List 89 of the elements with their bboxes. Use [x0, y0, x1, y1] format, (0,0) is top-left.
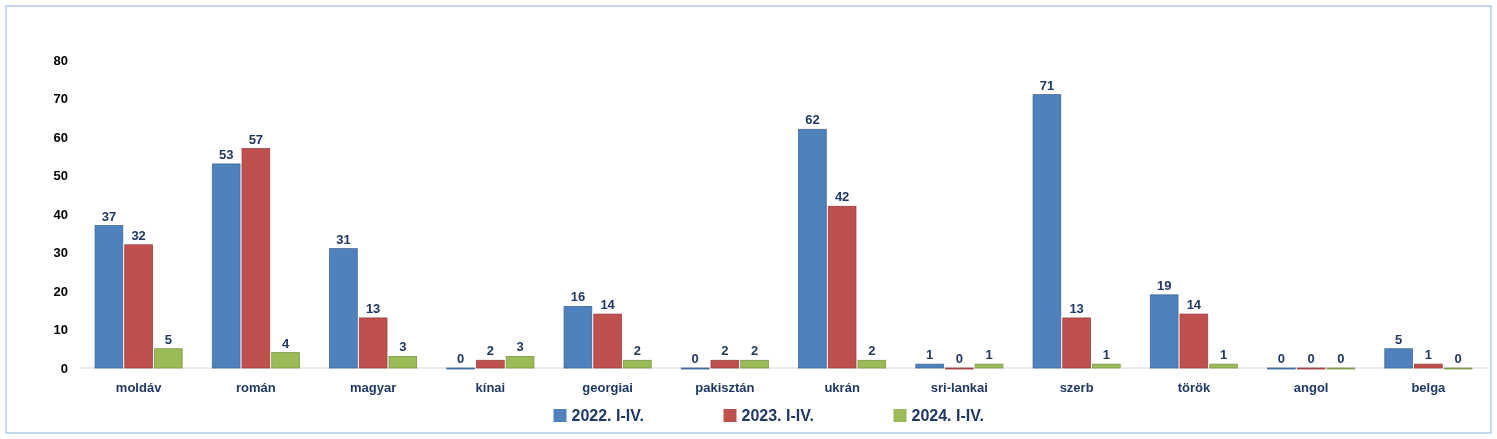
data-label: 13: [365, 300, 381, 316]
data-label: 4: [281, 335, 290, 351]
data-label: 0: [1337, 351, 1345, 366]
data-label: 0: [955, 351, 963, 366]
bar: [710, 359, 740, 369]
data-label: 0: [1277, 351, 1286, 366]
bar: [94, 225, 124, 369]
data-label: 3: [399, 339, 407, 355]
x-tick-label: magyar: [350, 380, 397, 395]
data-label: 0: [1454, 351, 1462, 366]
bar: [388, 356, 418, 369]
x-tick-label: pakisztán: [695, 380, 755, 395]
data-label: 37: [101, 208, 117, 224]
data-label: 14: [1186, 297, 1202, 313]
bar: [476, 359, 505, 369]
data-label: 16: [570, 289, 586, 305]
bar: [1179, 313, 1209, 369]
legend-label: 2023. I-IV.: [741, 407, 814, 424]
data-label: 1: [1424, 347, 1432, 363]
data-label: 57: [248, 131, 264, 147]
y-tick-label: 40: [53, 206, 68, 222]
data-label: 5: [164, 331, 172, 347]
data-label: 0: [457, 351, 465, 366]
bar: [740, 359, 769, 369]
x-tick-label: belga: [1411, 380, 1447, 395]
data-label: 2: [721, 343, 729, 359]
bar: [1209, 363, 1238, 369]
bar: [1414, 363, 1443, 369]
data-label: 2: [486, 343, 494, 359]
data-label: 1: [926, 347, 934, 363]
bar: [124, 244, 153, 369]
x-tick-label: angol: [1293, 380, 1329, 395]
data-label: 32: [131, 227, 146, 243]
bar: [974, 363, 1004, 369]
bar: [1149, 294, 1179, 369]
data-label: 62: [805, 112, 820, 128]
bar: [593, 313, 622, 369]
bar: [915, 363, 944, 369]
data-label: 2: [750, 343, 759, 359]
data-label: 0: [1307, 351, 1315, 366]
bar: [563, 306, 593, 369]
x-tick-label: szerb: [1059, 380, 1094, 395]
y-tick-label: 30: [53, 245, 68, 261]
bar: [623, 359, 652, 369]
data-label: 42: [834, 189, 850, 205]
x-tick-label: moldáv: [115, 380, 163, 395]
bar: [1062, 317, 1091, 369]
bar: [358, 317, 388, 369]
data-label: 0: [691, 351, 699, 366]
y-tick-label: 0: [60, 360, 68, 376]
y-tick-label: 80: [53, 52, 68, 68]
data-label: 1: [985, 347, 993, 363]
data-label: 2: [633, 343, 641, 359]
data-label: 1: [1219, 347, 1228, 363]
data-label: 2: [868, 343, 876, 359]
x-tick-label: kínai: [475, 380, 506, 395]
data-label: 3: [516, 339, 524, 355]
bar: [1384, 348, 1413, 369]
data-label: 13: [1069, 300, 1084, 316]
x-tick-label: román: [236, 380, 276, 395]
bar: [1092, 363, 1121, 369]
x-tick-label: török: [1177, 380, 1211, 395]
data-label: 53: [218, 146, 234, 162]
x-tick-label: georgiai: [582, 380, 633, 395]
legend-label: 2024. I-IV.: [911, 407, 984, 424]
x-tick-label: ukrán: [824, 380, 860, 395]
bar: [1032, 94, 1062, 369]
bar: [505, 356, 535, 369]
bar: [329, 248, 358, 369]
y-tick-label: 60: [53, 129, 68, 145]
data-label: 31: [336, 231, 351, 247]
bar: [211, 163, 241, 369]
data-label: 14: [600, 297, 616, 313]
y-tick-label: 20: [53, 283, 68, 299]
y-tick-label: 70: [53, 91, 68, 107]
data-label: 71: [1039, 77, 1055, 93]
bar: [154, 348, 183, 369]
bar: [241, 148, 271, 369]
y-tick-label: 10: [53, 322, 68, 338]
bar: [857, 359, 887, 369]
bar: [827, 205, 857, 369]
bar: [271, 352, 300, 369]
data-label: 19: [1156, 277, 1172, 293]
bar: [798, 128, 827, 369]
y-tick-label: 50: [53, 168, 68, 184]
data-label: 5: [1395, 331, 1403, 347]
x-tick-label: sri-lankai: [930, 380, 988, 395]
data-label: 1: [1102, 347, 1110, 363]
legend-label: 2022. I-IV.: [571, 407, 644, 424]
